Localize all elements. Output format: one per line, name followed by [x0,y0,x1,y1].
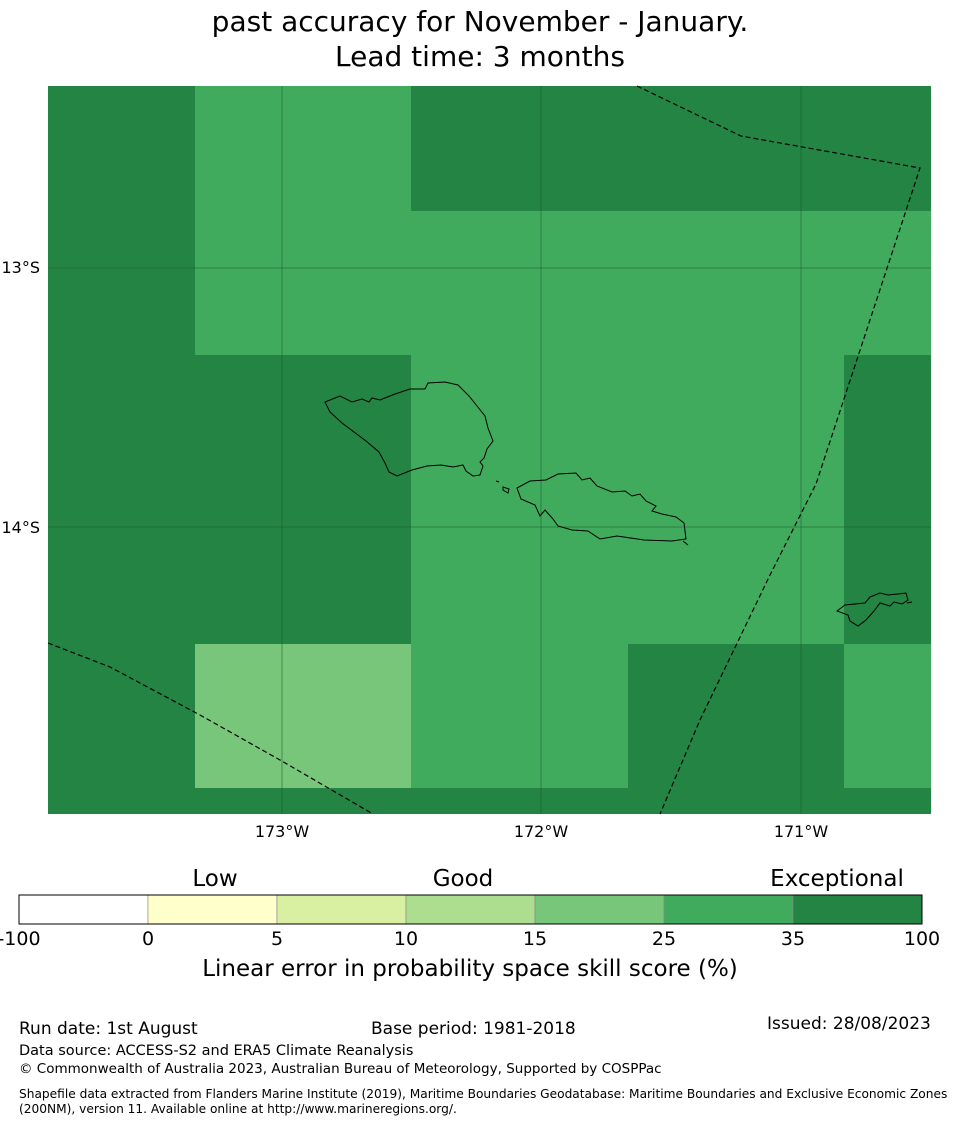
grid-cell [844,644,931,788]
upolu-island-outline [516,472,687,542]
lon-tick-label: 173°W [255,822,310,841]
upolu-tail-outline [682,540,689,546]
savaii-island-outline [324,381,494,477]
maritime-boundary [47,85,921,815]
tutuila-island-outline [835,592,909,627]
colorbar-tick-label: 35 [780,928,806,950]
colorbar-swatch [147,894,278,925]
grid-cell [411,355,844,644]
lon-tick-label: 171°W [774,822,829,841]
apolima-islet-outline [495,480,500,483]
grid-cell [844,355,931,644]
lat-tick-label: 14°S [1,518,40,537]
grid-cell [195,788,628,814]
grid-cell [195,644,411,788]
grid-cell [411,86,931,211]
colorbar-category-exceptional: Exceptional [770,866,904,892]
colorbar-swatch [18,894,149,925]
manono-islet-outline [502,486,510,494]
colorbar-swatch [792,894,923,925]
lat-tick-label: 13°S [1,258,40,277]
colorbar-category-low: Low [192,866,238,892]
issued-date: Issued: 28/08/2023 [767,1014,931,1034]
copyright: © Commonwealth of Australia 2023, Austra… [19,1061,662,1077]
map-panel [47,85,931,815]
colorbar-tick-label: 100 [903,928,941,950]
colorbar-tick-label: -100 [0,928,41,950]
colorbar-tick-label: 15 [522,928,548,950]
colorbar-tick-label: 25 [651,928,677,950]
grid-cell [844,788,931,814]
colorbar-outline [18,894,923,925]
gridlines [48,86,931,814]
colorbar-swatch [663,894,794,925]
colorbar-tick-label: 5 [270,928,284,950]
grid-cell [628,644,844,814]
shapefile-credit: Shapefile data extracted from Flanders M… [19,1087,948,1116]
colorbar-tick-label: 0 [141,928,155,950]
colorbar-title: Linear error in probability space skill … [202,956,738,982]
run-date: Run date: 1st August [19,1019,198,1039]
lon-tick-label: 172°W [514,822,569,841]
title-line-2: past accuracy for November - January. [211,5,749,38]
grid-cell [195,355,411,644]
grid-cell [411,211,931,355]
data-source: Data source: ACCESS-S2 and ERA5 Climate … [19,1043,414,1059]
colorbar-swatch [276,894,407,925]
base-period: Base period: 1981-2018 [371,1019,576,1039]
aunuu-islet-outline [906,601,913,604]
title-line-3: Lead time: 3 months [335,40,625,73]
grid-cell [48,86,195,814]
colorbar-category-good: Good [432,866,494,892]
grid-cell [411,644,628,788]
colorbar [18,894,923,925]
colorbar-swatch [405,894,536,925]
colorbar-tick-label: 10 [393,928,419,950]
grid-cell [195,86,411,355]
colorbar-swatch [534,894,665,925]
